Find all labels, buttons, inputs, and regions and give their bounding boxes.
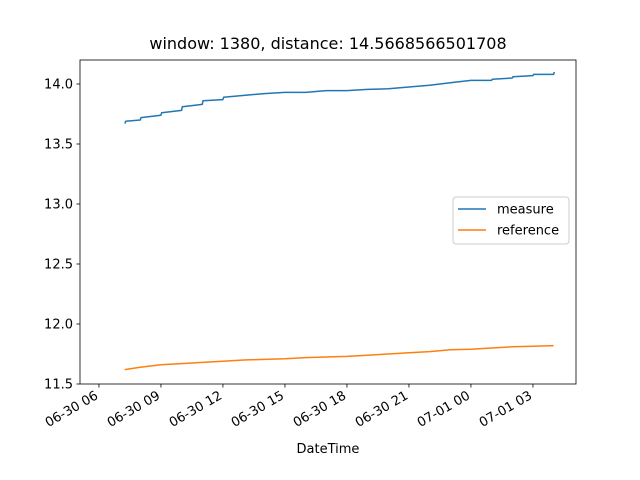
legend-label-reference: reference bbox=[497, 224, 559, 239]
x-axis-label: DateTime bbox=[297, 442, 360, 457]
legend: measure reference bbox=[452, 196, 570, 245]
legend-label-measure: measure bbox=[497, 203, 554, 218]
plot-area bbox=[79, 59, 577, 385]
y-tick-label: 13.0 bbox=[44, 198, 73, 213]
y-axis: 11.5 12.0 12.5 13.0 13.5 14.0 bbox=[44, 78, 80, 393]
chart-title: window: 1380, distance: 14.5668566501708 bbox=[149, 34, 506, 53]
y-tick-label: 12.5 bbox=[44, 258, 73, 273]
y-tick-label: 13.5 bbox=[44, 138, 73, 153]
y-tick-label: 14.0 bbox=[44, 78, 73, 93]
axes-frame bbox=[79, 59, 577, 385]
y-tick-label: 11.5 bbox=[44, 378, 73, 393]
series-line-reference bbox=[124, 344, 554, 371]
series-line-measure bbox=[124, 71, 556, 124]
y-tick-label: 12.0 bbox=[44, 318, 73, 333]
